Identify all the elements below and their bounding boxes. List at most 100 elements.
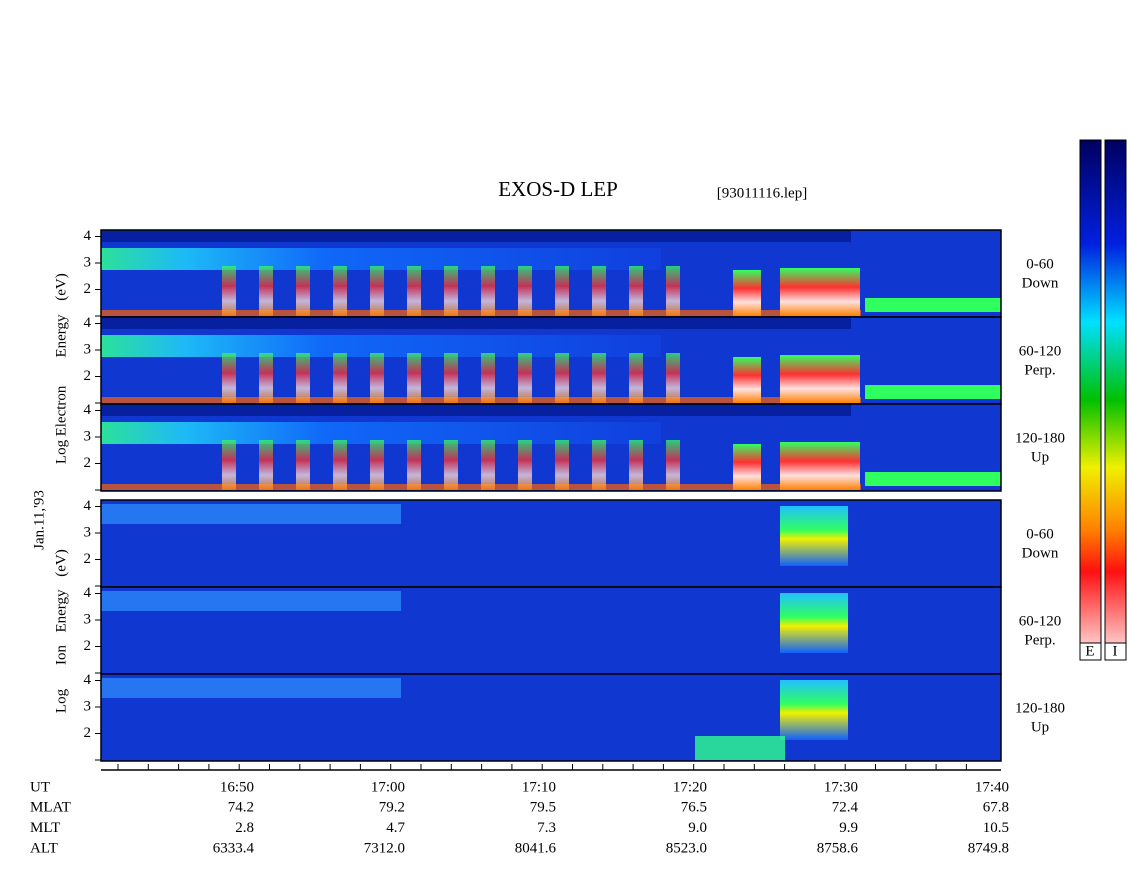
panel-label: Perp. (1024, 362, 1055, 378)
spectrogram-burst (222, 266, 236, 316)
spectrogram-burst (333, 353, 347, 403)
spectrogram-burst (666, 353, 680, 403)
spectrogram-burst (333, 266, 347, 316)
row-name: MLT (30, 820, 60, 836)
colorbar (1104, 139, 1127, 661)
spectrogram-top (101, 404, 851, 416)
spectrogram-burst (481, 440, 495, 490)
row-value: 72.4 (832, 800, 859, 816)
energy-tick-label: 2 (84, 368, 92, 384)
spectrogram-burst (222, 440, 236, 490)
spectrogram-burst (296, 440, 310, 490)
energy-tick-label: 3 (84, 698, 92, 714)
spectrogram-burst (555, 440, 569, 490)
row-value: 17:10 (522, 779, 556, 795)
spectrogram-burst (259, 353, 273, 403)
panel-label: 0-60 (1026, 256, 1054, 272)
spectrogram-burst (444, 440, 458, 490)
row-value: 17:20 (673, 779, 707, 795)
panel-label: Down (1022, 275, 1059, 291)
row-value: 79.5 (530, 800, 556, 816)
file-name: [93011116.lep] (717, 185, 807, 201)
spectrogram-burst (407, 266, 421, 316)
spectrogram-burst (629, 266, 643, 316)
y-axis-label: Energy (53, 314, 69, 358)
row-value: 16:50 (220, 779, 254, 795)
spectrogram-burst (780, 268, 860, 316)
spectrogram-band (865, 472, 1001, 486)
row-name: ALT (30, 840, 58, 856)
row-value: 9.9 (839, 820, 858, 836)
panel-label: 120-180 (1015, 700, 1065, 716)
panel-label: 120-180 (1015, 430, 1065, 446)
spectrogram-burst (407, 353, 421, 403)
row-value: 6333.4 (213, 840, 255, 856)
y-axis-label: Energy (53, 589, 69, 633)
spectrogram-burst (481, 266, 495, 316)
panel-label: 60-120 (1019, 343, 1062, 359)
energy-tick-label: 3 (84, 428, 92, 444)
spectrogram-burst (629, 353, 643, 403)
date: Jan.11,'93 (31, 490, 47, 550)
spectrogram-burst (780, 442, 860, 490)
spectrogram-burst (666, 440, 680, 490)
spectrogram-burst (695, 736, 785, 760)
energy-tick-label: 4 (84, 315, 92, 331)
panel-frame (100, 403, 1002, 492)
row-value: 9.0 (688, 820, 707, 836)
spectrogram-burst (518, 440, 532, 490)
spectrogram-burst (259, 440, 273, 490)
colorbar-label: I (1113, 643, 1118, 659)
panel-label: 60-120 (1019, 613, 1062, 629)
row-value: 76.5 (681, 800, 707, 816)
spectrogram-burst (444, 266, 458, 316)
spectrogram-band (865, 298, 1001, 312)
row-value: 7312.0 (364, 840, 405, 856)
spectrogram-band (101, 504, 401, 524)
row-name: MLAT (30, 800, 71, 816)
energy-tick-label: 2 (84, 725, 92, 741)
spectrogram-burst (518, 353, 532, 403)
panel-label: 0-60 (1026, 526, 1054, 542)
y-axis-label: (eV) (53, 549, 69, 576)
energy-tick-label: 2 (84, 455, 92, 471)
energy-tick-label: 2 (84, 281, 92, 297)
spectrogram-burst (592, 266, 606, 316)
energy-tick-label: 4 (84, 402, 92, 418)
colorbar-label: E (1085, 643, 1094, 659)
spectrogram-burst (780, 506, 848, 566)
panel-frame (100, 673, 1002, 762)
energy-tick-label: 4 (84, 228, 92, 244)
spectrogram-burst (518, 266, 532, 316)
title: EXOS-D LEP (498, 177, 618, 201)
spectrogram-burst (333, 440, 347, 490)
spectrogram-burst (370, 353, 384, 403)
energy-tick-label: 2 (84, 638, 92, 654)
colorbar-label-box (1079, 642, 1102, 661)
y-axis-label: Log (53, 439, 69, 464)
row-value: 17:40 (975, 779, 1009, 795)
row-value: 8749.8 (968, 840, 1009, 856)
spectrogram-burst (733, 357, 761, 403)
energy-tick-label: 3 (84, 611, 92, 627)
spectrogram-top (101, 317, 851, 329)
spectrogram-burst (592, 440, 606, 490)
y-axis-label: Ion (53, 645, 69, 665)
energy-tick-label: 2 (84, 551, 92, 567)
energy-tick-label: 3 (84, 524, 92, 540)
row-value: 2.8 (235, 820, 254, 836)
spectrogram-burst (481, 353, 495, 403)
spectrogram-band (101, 422, 661, 444)
panel-label: Perp. (1024, 632, 1055, 648)
spectrogram-burst (629, 440, 643, 490)
y-axis-label: Log (53, 688, 69, 713)
spectrogram-burst (592, 353, 606, 403)
y-axis-label: Electron (53, 385, 69, 436)
row-value: 7.3 (537, 820, 556, 836)
spectrogram-burst (296, 353, 310, 403)
row-value: 79.2 (379, 800, 405, 816)
row-value: 17:00 (371, 779, 405, 795)
row-value: 8758.6 (817, 840, 859, 856)
energy-tick-label: 4 (84, 672, 92, 688)
